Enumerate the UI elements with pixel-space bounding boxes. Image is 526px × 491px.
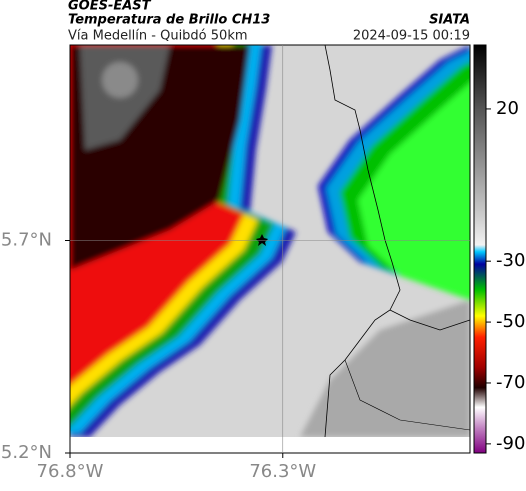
title: GOES-EAST <box>68 0 152 14</box>
subtitle: Temperatura de Brillo CH13 <box>68 13 270 28</box>
colorbar-tick-label: -70 <box>496 372 525 393</box>
location-star <box>256 234 268 246</box>
map-frame <box>69 44 471 454</box>
colorbar <box>473 44 487 454</box>
colorbar-tick-label: -30 <box>496 250 525 271</box>
source: SIATA <box>429 13 470 28</box>
timestamp: 2024-09-15 00:19 <box>353 29 470 44</box>
colorbar-tick-label: -50 <box>496 311 525 332</box>
x-tick-label: 76.3°W <box>249 461 316 482</box>
colorbar-tick-label: -90 <box>496 433 525 454</box>
y-tick-label: 5.7°N <box>1 230 52 251</box>
y-tick-label: 5.2°N <box>1 442 52 463</box>
x-tick-label: 76.8°W <box>37 461 104 482</box>
route: Vía Medellín - Quibdó 50km <box>68 29 248 44</box>
colorbar-tick-label: 20 <box>496 98 519 119</box>
satellite-image <box>70 45 470 437</box>
